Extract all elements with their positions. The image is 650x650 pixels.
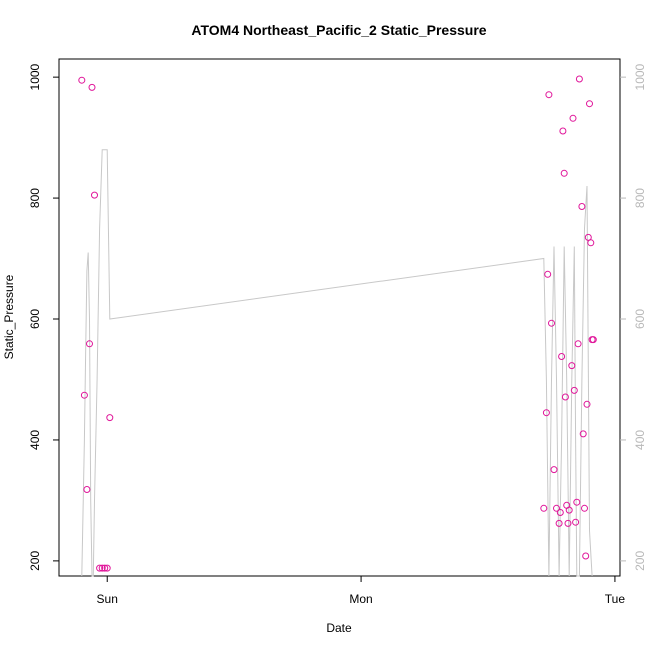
data-point [586,100,593,108]
data-point [555,519,563,527]
data-point [581,504,588,512]
data-point [575,75,583,83]
data-point [550,466,558,474]
data-point [80,391,88,399]
data-point [572,518,580,526]
chart-title: ATOM4 Northeast_Pacific_2 Static_Pressur… [191,22,486,38]
data-point [574,340,582,348]
data-point [569,114,577,122]
data-point [578,203,586,210]
data-point [573,498,581,506]
data-point [565,506,573,514]
data-point [91,191,98,199]
data-point [96,564,104,572]
data-point [101,564,109,572]
data-point [582,552,590,560]
data-point [553,504,560,512]
line-layer [81,149,593,577]
data-point [556,509,564,516]
data-point [542,409,550,417]
data-point [540,504,548,512]
plot-frame [58,58,621,577]
y2-tick-label: 400 [633,430,647,450]
y2-tick-label: 800 [633,188,647,208]
data-point [579,430,587,438]
x-tick-label: Mon [349,592,372,606]
y-tick-label: 1000 [28,63,42,90]
data-point [98,564,106,572]
y2-tick-label: 1000 [633,63,647,90]
y-tick-label: 800 [28,188,42,208]
y-axis-left: 200 400 600 800 1000 [28,63,59,571]
data-point [545,91,553,99]
x-tick-label: Sun [97,592,118,606]
depth-series-line [81,149,593,577]
data-point [570,386,578,394]
data-point [587,239,595,247]
data-point [559,127,567,135]
y2-tick-label: 600 [633,309,647,329]
point-layer [78,75,597,572]
y-axis-right: 200 400 600 800 1000 [620,63,647,571]
data-point [106,414,114,422]
data-point [88,83,96,91]
y-tick-label: 600 [28,309,42,329]
data-point [558,353,566,360]
data-point [560,169,568,177]
data-point [564,519,572,527]
x-axis: Sun Mon Tue [97,576,626,606]
y-axis-label: Static_Pressure [2,274,16,359]
data-point [78,76,86,84]
x-tick-label: Tue [605,592,626,606]
data-point [561,393,569,401]
data-point [103,564,111,572]
y-tick-label: 400 [28,430,42,450]
data-point [86,340,93,348]
data-point [583,400,591,408]
x-axis-label: Date [326,621,352,635]
y2-tick-label: 200 [633,551,647,571]
data-point [548,319,555,327]
data-point [83,486,91,493]
y-tick-label: 200 [28,551,42,571]
data-point [544,270,552,278]
data-point [589,336,597,344]
data-point [568,362,576,370]
